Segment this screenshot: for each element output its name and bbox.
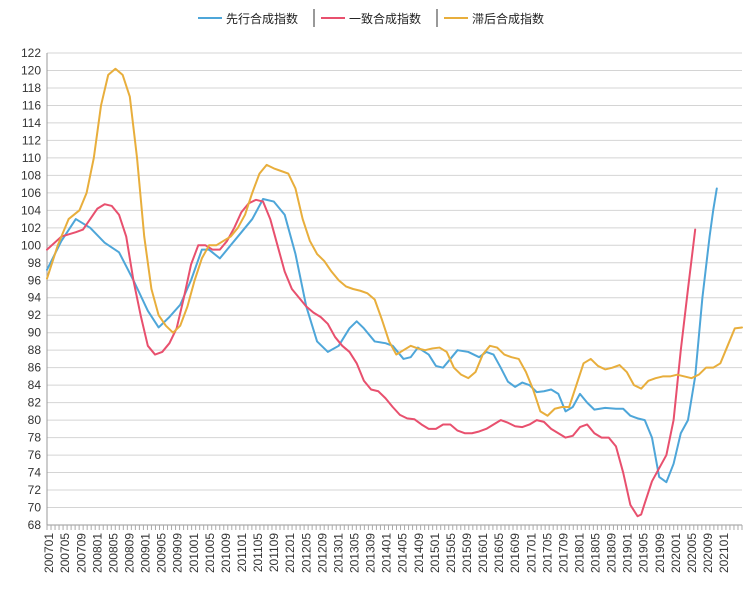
y-tick-label: 122 — [21, 46, 41, 60]
gridlines — [47, 52, 742, 526]
x-tick-label: 201109 — [267, 533, 281, 572]
x-tick-label: 201309 — [364, 533, 378, 573]
y-axis: 68 70 72 74 76 78 80 82 84 86 88 90 92 94 96 98 100 102 10… — [21, 46, 48, 532]
x-tick-label: 201409 — [412, 533, 426, 573]
x-tick-label: 201801 — [572, 533, 586, 573]
y-tick-label: 88 — [28, 343, 42, 357]
y-tick-label: 68 — [28, 518, 42, 532]
x-tick-label: 201201 — [283, 533, 297, 573]
y-tick-label: 112 — [22, 133, 41, 147]
x-tick-label: 201401 — [380, 533, 394, 573]
x-tick-label: 201501 — [428, 533, 442, 573]
y-tick-label: 94 — [28, 291, 42, 305]
x-tick-label: 201405 — [396, 533, 410, 573]
y-tick-label: 82 — [28, 396, 42, 410]
y-tick-label: 108 — [21, 168, 41, 182]
x-tick-label: 202009 — [701, 533, 715, 573]
y-tick-label: 100 — [21, 238, 41, 252]
x-tick-label: 201605 — [492, 533, 506, 573]
x-tick-label: 201101 — [235, 533, 249, 572]
x-tick-label: 201701 — [524, 533, 538, 573]
x-tick-label: 200905 — [155, 533, 169, 573]
series-line-2 — [46, 198, 697, 518]
x-tick-label: 201205 — [299, 533, 313, 573]
y-tick-label: 86 — [28, 361, 42, 375]
x-tick-label: 201505 — [444, 533, 458, 573]
x-tick-label: 200805 — [106, 533, 120, 573]
x-tick-label: 201005 — [203, 533, 217, 573]
x-tick-label: 202005 — [685, 533, 699, 573]
x-tick-label: 201609 — [508, 533, 522, 573]
y-tick-label: 70 — [28, 501, 42, 515]
y-tick-label: 78 — [28, 431, 42, 445]
x-tick-label: 201601 — [476, 533, 490, 573]
x-tick-label: 200705 — [58, 533, 72, 573]
x-tick-label: 201909 — [653, 533, 667, 573]
y-tick-label: 90 — [28, 326, 42, 340]
legend-label: 一致合成指数 — [349, 11, 421, 26]
x-tick-label: 201809 — [605, 533, 619, 573]
y-tick-label: 72 — [28, 483, 42, 497]
legend-label: 先行合成指数 — [226, 11, 298, 26]
y-tick-label: 76 — [28, 448, 42, 462]
y-tick-label: 120 — [21, 63, 41, 77]
x-tick-label: 200801 — [90, 533, 104, 573]
x-tick-label: 201805 — [589, 533, 603, 573]
y-tick-label: 106 — [21, 186, 41, 200]
x-tick-label: 200701 — [42, 533, 56, 573]
series-line-3 — [46, 67, 743, 417]
x-tick-label: 201901 — [621, 533, 635, 573]
y-tick-label: 118 — [22, 81, 41, 95]
legend-label: 滞后合成指数 — [472, 11, 544, 26]
x-tick-label: 201009 — [219, 533, 233, 573]
series-lines — [46, 67, 743, 518]
x-tick-label: 201905 — [637, 533, 651, 573]
y-tick-label: 96 — [28, 273, 42, 287]
series-line-1 — [46, 187, 718, 484]
y-tick-label: 116 — [22, 98, 41, 112]
x-tick-label: 200809 — [123, 533, 137, 573]
x-tick-label: 201301 — [331, 533, 345, 573]
y-tick-label: 98 — [28, 256, 42, 270]
y-tick-label: 74 — [28, 466, 42, 480]
x-tick-label: 200909 — [171, 533, 185, 573]
y-tick-label: 114 — [22, 116, 41, 130]
x-tick-label: 201509 — [460, 533, 474, 573]
x-tick-label: 201709 — [556, 533, 570, 573]
x-tick-label: 201705 — [540, 533, 554, 573]
x-tick-label: 201105 — [251, 533, 265, 572]
x-tick-label: 200901 — [139, 533, 153, 573]
y-tick-label: 102 — [21, 221, 41, 235]
y-tick-label: 80 — [28, 413, 42, 427]
legend: 先行合成指数 一致合成指数 滞后合成指数 — [198, 9, 544, 27]
y-tick-label: 92 — [28, 308, 42, 322]
x-axis: 200701 200705 200709 200801 200805 200809 2009… — [42, 524, 743, 573]
x-tick-label: 200709 — [74, 533, 88, 573]
x-tick-label: 201209 — [315, 533, 329, 573]
y-tick-label: 110 — [22, 151, 41, 165]
y-tick-label: 84 — [28, 378, 42, 392]
x-tick-label: 202101 — [717, 533, 731, 573]
x-tick-label: 202001 — [669, 533, 683, 573]
x-tick-label: 201001 — [187, 533, 201, 573]
y-tick-label: 104 — [21, 203, 41, 217]
x-tick-label: 201305 — [347, 533, 361, 573]
